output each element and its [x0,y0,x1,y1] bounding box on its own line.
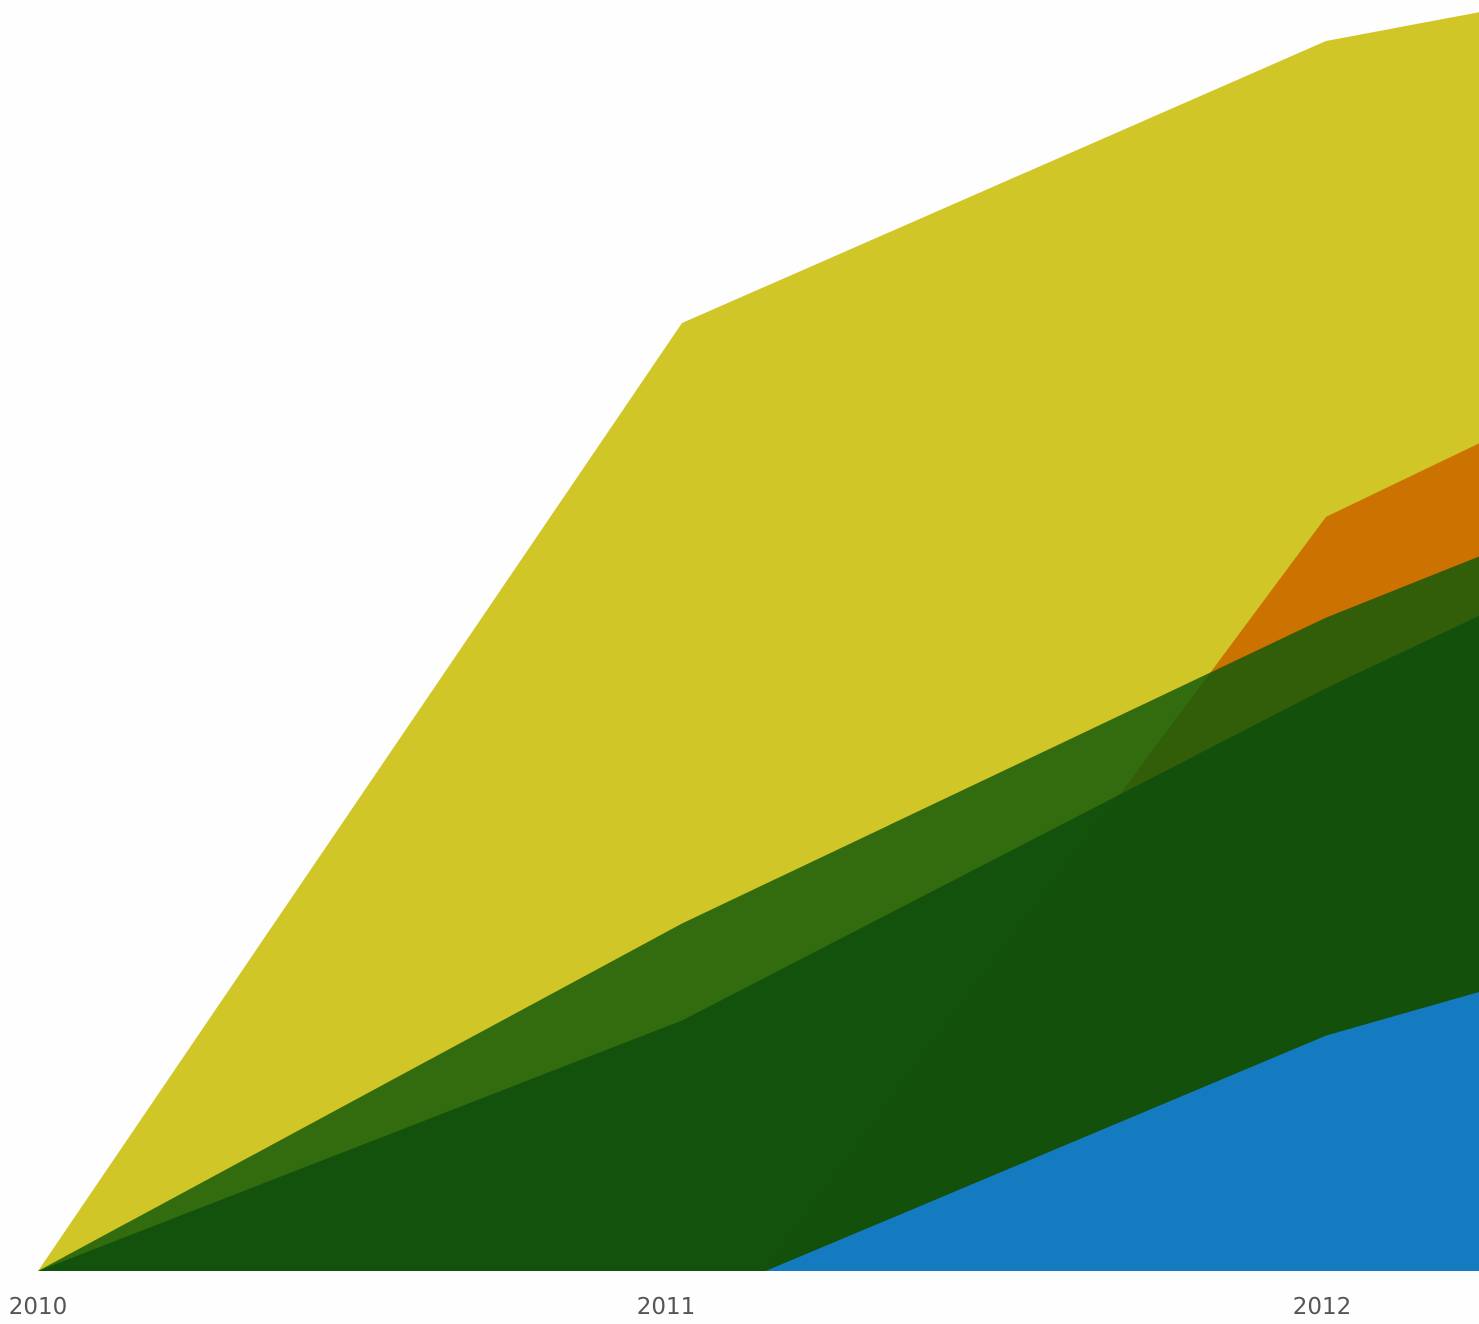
x-tick-label: 2012 [1293,1294,1352,1320]
area-series-4 [38,615,1479,1271]
x-tick-label: 2010 [9,1294,68,1320]
chart-areas [38,12,1479,1271]
x-axis: 2010 2011 2012 [9,1294,1352,1320]
area-series-5 [765,991,1479,1271]
x-tick-label: 2011 [637,1294,696,1320]
